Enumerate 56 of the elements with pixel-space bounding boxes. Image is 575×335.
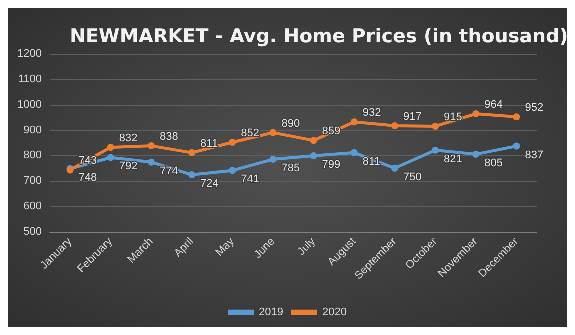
data-label: 821 [444,153,462,166]
legend-label: 2019 [259,306,284,318]
point [270,129,277,136]
point [432,146,440,154]
data-label: 917 [403,110,422,123]
data-label: 792 [119,160,138,173]
data-label: 832 [119,132,138,145]
data-label: 748 [78,172,98,184]
point [513,114,520,121]
legend-label: 2020 [322,306,347,318]
y-tick-label: 500 [24,226,42,238]
point [350,118,358,126]
data-label: 799 [322,158,341,171]
data-label: 837 [525,149,544,162]
point [270,156,277,164]
point [148,142,155,150]
point [432,122,440,130]
point [107,154,114,162]
point [391,164,398,172]
data-label: 890 [282,118,300,130]
data-label: 952 [525,102,544,114]
data-label: 838 [160,131,178,144]
point [229,167,236,174]
data-label: 852 [241,127,260,140]
data-label: 811 [200,138,218,150]
y-tick-label: 1100 [18,73,42,86]
data-label: 724 [200,178,219,190]
point [188,149,196,156]
data-label: 741 [241,174,260,186]
point [350,149,358,156]
chart-title: NEWMARKET - Avg. Home Prices (in thousand) [70,26,568,48]
point [310,137,318,144]
point [513,142,520,150]
point [310,152,318,160]
point [188,172,196,179]
point [107,144,114,152]
y-tick-label: 1200 [18,48,42,60]
data-label: 785 [282,162,300,175]
data-label: 743 [78,155,98,168]
data-label: 750 [403,171,422,184]
x-tick-label: July [296,235,318,258]
data-label: 964 [484,99,503,112]
y-tick-label: 900 [24,124,42,136]
y-tick-label: 1000 [18,98,42,111]
point [229,138,236,146]
data-label: 932 [362,107,382,120]
y-tick-label: 600 [24,200,42,213]
point [148,158,155,166]
point [391,122,398,130]
x-tick-label: May [214,235,238,259]
point [472,110,480,118]
point [472,150,480,158]
data-label: 805 [484,157,503,170]
y-tick-label: 700 [24,175,42,188]
data-label: 774 [160,165,178,178]
y-tick-label: 800 [24,150,42,162]
